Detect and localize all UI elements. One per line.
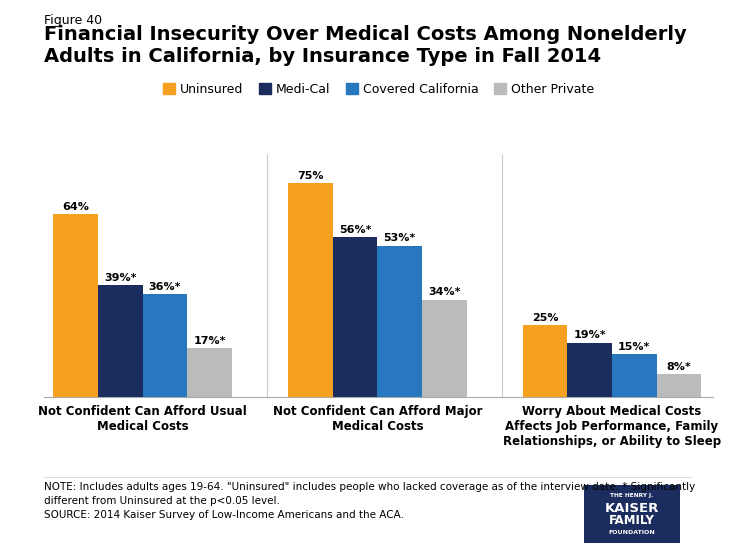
Bar [288,183,333,397]
Text: FOUNDATION: FOUNDATION [609,530,656,535]
Bar [143,294,187,397]
Text: 17%*: 17%* [193,336,226,346]
Text: SOURCE: 2014 Kaiser Survey of Low-Income Americans and the ACA.: SOURCE: 2014 Kaiser Survey of Low-Income… [44,510,404,520]
Text: 64%: 64% [62,202,89,212]
Bar [656,374,701,397]
Bar [612,354,656,397]
Text: 34%*: 34%* [428,288,461,298]
Text: 39%*: 39%* [104,273,137,283]
Text: KAISER: KAISER [605,501,659,515]
Bar [523,326,567,397]
Text: THE HENRY J.: THE HENRY J. [610,493,654,498]
Text: different from Uninsured at the p<0.05 level.: different from Uninsured at the p<0.05 l… [44,496,280,506]
Text: 8%*: 8%* [667,361,692,371]
Bar [422,300,467,397]
Bar [333,237,377,397]
Text: 56%*: 56%* [339,225,371,235]
Bar [377,246,422,397]
Text: Adults in California, by Insurance Type in Fall 2014: Adults in California, by Insurance Type … [44,47,601,66]
Text: FAMILY: FAMILY [609,514,655,527]
Text: 75%: 75% [297,170,323,181]
Text: 36%*: 36%* [148,282,182,292]
Text: Figure 40: Figure 40 [44,14,102,27]
Text: 53%*: 53%* [384,233,416,244]
Bar [567,343,612,397]
Text: 15%*: 15%* [618,342,650,352]
Bar [98,285,143,397]
Bar [54,214,98,397]
Text: NOTE: Includes adults ages 19-64. "Uninsured" includes people who lacked coverag: NOTE: Includes adults ages 19-64. "Unins… [44,482,695,492]
Text: 25%: 25% [532,313,559,323]
Legend: Uninsured, Medi-Cal, Covered California, Other Private: Uninsured, Medi-Cal, Covered California,… [162,83,595,96]
Bar [187,348,232,397]
Text: 19%*: 19%* [573,330,606,341]
Text: Financial Insecurity Over Medical Costs Among Nonelderly: Financial Insecurity Over Medical Costs … [44,25,686,44]
